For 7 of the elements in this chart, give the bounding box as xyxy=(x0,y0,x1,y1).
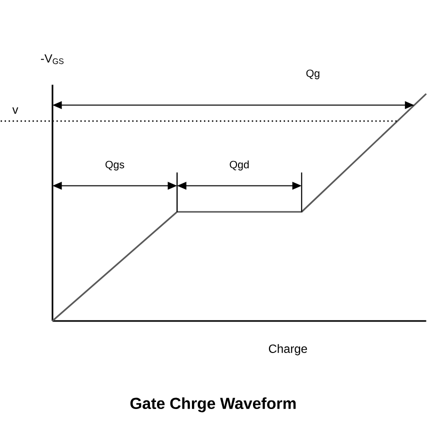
y-axis-title: -V$_{GS}$ xyxy=(40,54,64,64)
text: Qg xyxy=(306,70,320,80)
text: Gate Chrge Waveform xyxy=(130,398,296,413)
ref-line-label: v xyxy=(12,108,18,114)
x-axis-title: Charge xyxy=(268,344,308,356)
annotation: Qgs xyxy=(106,161,124,171)
annotation: Qgd xyxy=(230,160,249,171)
